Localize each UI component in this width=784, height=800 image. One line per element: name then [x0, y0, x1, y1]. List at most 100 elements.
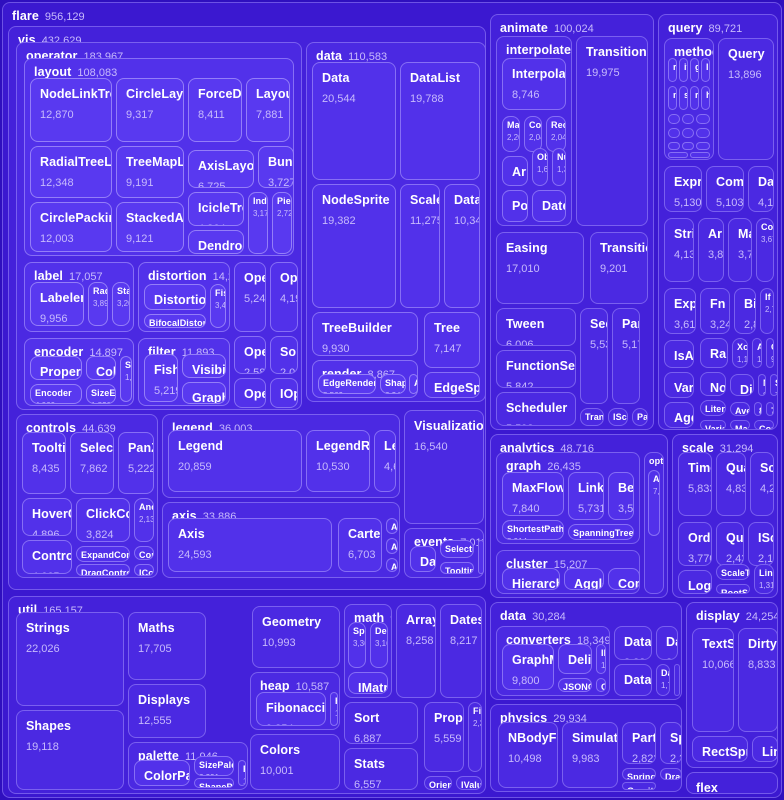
treemap-node-edgesprite[interactable]: EdgeSprite3,301: [424, 372, 480, 398]
treemap-node-cartesianaxes[interactable]: CartesianAxes 6,703: [338, 518, 382, 572]
treemap-node-spring[interactable]: Spring 2,213: [660, 722, 682, 764]
treemap-node-if[interactable]: If 2,732: [760, 288, 774, 334]
treemap-node-datasprite[interactable]: DataSprite 10,349: [444, 184, 480, 308]
treemap-node-displays[interactable]: Displays 12,555: [128, 684, 206, 738]
treemap-node-interpolator[interactable]: Interpolator 8,746: [502, 58, 566, 110]
treemap-node-scale[interactable]: Scale 4,268: [750, 452, 774, 516]
treemap-node-variable[interactable]: Variable1,124: [700, 420, 726, 430]
treemap-node-arithmetic[interactable]: Arithmetic 3,891: [698, 218, 724, 282]
treemap-node-h[interactable]: h: [701, 86, 710, 110]
treemap-node-axisgridline[interactable]: AxisGridLine652: [386, 538, 398, 554]
treemap-node-panzoomcontrol[interactable]: PanZoomControl 5,222: [118, 432, 154, 494]
treemap-node-dateutil[interactable]: DateUtil 4,141: [748, 166, 774, 212]
treemap-node-arrayinterpolator[interactable]: ArrayInterpolator1,983: [502, 156, 528, 186]
treemap-node-clickcontrol[interactable]: ClickControl 3,824: [76, 498, 130, 542]
treemap-node-cell[interactable]: [668, 128, 680, 138]
treemap-node-textsprite[interactable]: TextSprite 10,066: [692, 628, 734, 732]
treemap-node-betweennesscentrality[interactable]: BetweennessCentrality 3,534: [608, 472, 634, 520]
treemap-node-7[interactable]: 7: [766, 402, 774, 416]
treemap-node-dragforce[interactable]: DragForce1,082: [660, 768, 682, 780]
treemap-node-fisheyedistortion[interactable]: FisheyeDistortion 3,444: [210, 284, 226, 328]
treemap-node-cell[interactable]: [690, 152, 710, 158]
treemap-node-shapepalette[interactable]: ShapePalette2,059: [194, 778, 234, 788]
treemap-node-edgerenderer[interactable]: EdgeRenderer 5,569: [318, 374, 376, 394]
treemap-node-objectinterpolator[interactable]: ObjectInterpolator 1,629: [532, 148, 548, 186]
treemap-node-axislabel[interactable]: AxisLabel636: [386, 558, 398, 572]
treemap-node-agglomerativecluster[interactable]: AgglomerativeCluster3,938: [564, 568, 604, 590]
treemap-node-rectsprite[interactable]: RectSprite3,623: [692, 736, 748, 762]
treemap-node-match[interactable]: Match 3,748: [728, 218, 752, 282]
treemap-node-jsonconverter[interactable]: JSONConverter2,220: [558, 678, 592, 692]
treemap-node-distortion[interactable]: Distortion6,314: [144, 284, 206, 310]
treemap-node-shaperenderer[interactable]: ShapeRenderer 2,247: [380, 374, 406, 394]
treemap-node-colorpalette[interactable]: ColorPalette6,367: [134, 760, 190, 786]
treemap-node-operatorsequence[interactable]: OperatorSequence 4,190: [270, 262, 298, 332]
treemap-node-shapes[interactable]: Shapes 19,118: [16, 710, 124, 790]
treemap-node-transition[interactable]: Transition 9,201: [590, 232, 648, 304]
treemap-node-isa[interactable]: IsA2,039: [664, 340, 694, 368]
treemap-node-particle[interactable]: Particle 2,822: [622, 722, 656, 764]
treemap-node-communitystructure[interactable]: CommunityStructure3,812: [608, 568, 640, 590]
treemap-node-axis[interactable]: Axis 24,593: [168, 518, 332, 572]
treemap-node-numberinterpolator[interactable]: NumberInterpolator 1,382: [552, 148, 566, 186]
treemap-node-spanningtree[interactable]: SpanningTree3,416: [568, 524, 634, 540]
treemap-node-graphdistancefilter[interactable]: GraphDistanceFilter3,165: [182, 382, 226, 404]
treemap-node-densematrix[interactable]: DenseMatrix 3,165: [370, 622, 388, 668]
treemap-node-icicletreelayout[interactable]: IcicleTreeLayout 4,864: [188, 192, 244, 226]
treemap-node-legenditem[interactable]: LegendItem 4,614: [374, 430, 396, 492]
treemap-node-circlelayout[interactable]: CircleLayout 9,317: [116, 78, 184, 142]
treemap-node-simulation[interactable]: Simulation 9,983: [562, 722, 618, 788]
treemap-node-treebuilder[interactable]: TreeBuilder 9,930: [312, 312, 418, 356]
treemap-node-ioperator[interactable]: IOperator1,286: [270, 378, 298, 408]
treemap-node-rootscale[interactable]: RootScale1,756: [716, 584, 750, 594]
treemap-node-cell[interactable]: [696, 142, 710, 150]
treemap-node-fn[interactable]: Fn 3,240: [700, 288, 730, 334]
treemap-node-dateinterpolator[interactable]: DateInterpolator 1,375: [532, 190, 566, 222]
treemap-node-selectioncontrol[interactable]: SelectionControl 7,862: [70, 432, 114, 494]
treemap-node-dragcontrol[interactable]: DragControl2,649: [76, 564, 130, 576]
treemap-node-visualization[interactable]: Visualization 16,540: [404, 410, 484, 524]
treemap-node-axislayout[interactable]: AxisLayout 6,725: [188, 150, 254, 188]
treemap-node-stackedarealabeler[interactable]: StackedAreaLabeler 3,202: [112, 282, 130, 326]
treemap-node-flex[interactable]: flex4,116: [686, 772, 778, 794]
treemap-node-arrays[interactable]: Arrays 8,258: [396, 604, 436, 698]
treemap-node-pause[interactable]: Pause449: [632, 408, 648, 426]
treemap-node-datasource[interactable]: DataSource 3,331: [614, 626, 652, 660]
treemap-node-minimum[interactable]: Minimum843: [758, 374, 766, 396]
treemap-node-distinct[interactable]: Distinct933: [730, 374, 754, 396]
treemap-node-cell[interactable]: [696, 114, 710, 124]
treemap-node-nodelinktreelayout[interactable]: NodeLinkTreeLayout 12,870: [30, 78, 112, 142]
treemap-node-nbodyforce[interactable]: NBodyForce 10,498: [498, 722, 558, 788]
treemap-node-maximum[interactable]: Maximum843: [730, 420, 750, 430]
treemap-node-idataconverter[interactable]: IDataConverter1,314: [596, 644, 606, 674]
treemap-node-expressioniterator[interactable]: ExpressionIterator 3,617: [664, 288, 696, 334]
treemap-node-stackedarealayout[interactable]: StackedAreaLayout 9,121: [116, 202, 184, 252]
treemap-node-selectionevent[interactable]: SelectionEvent 1,880: [440, 540, 474, 558]
treemap-node-transitioner[interactable]: Transitioner 19,975: [576, 36, 648, 226]
treemap-node-arrowtype[interactable]: ArrowType698: [409, 374, 418, 394]
treemap-node-compositeexpression[interactable]: CompositeExpression 3,677: [756, 218, 774, 282]
treemap-node-cell[interactable]: [682, 128, 694, 138]
treemap-node-expression[interactable]: Expression 5,130: [664, 166, 702, 212]
treemap-node-radiallabeler[interactable]: RadialLabeler 3,899: [88, 282, 108, 326]
treemap-node-graphmlconverter[interactable]: GraphMLConverter 9,800: [502, 644, 554, 690]
treemap-node-cell[interactable]: [668, 114, 680, 124]
treemap-node-propertyencoder[interactable]: PropertyEncoder4,138: [30, 356, 82, 380]
treemap-node-palette[interactable]: Palette1,229: [238, 760, 246, 786]
treemap-node-cell[interactable]: [696, 128, 710, 138]
treemap-node-icontrol[interactable]: IControl763: [134, 564, 154, 576]
treemap-node-labeler[interactable]: Labeler 9,956: [30, 282, 84, 326]
treemap-node-range[interactable]: Range1,594: [700, 338, 728, 368]
treemap-node-linearscale[interactable]: LinearScale 1,316: [754, 564, 774, 594]
treemap-node-strings[interactable]: Strings 22,026: [16, 612, 124, 706]
treemap-node-tween[interactable]: Tween 6,006: [496, 308, 576, 346]
treemap-node-legendrange[interactable]: LegendRange 10,530: [306, 430, 370, 492]
treemap-node-geometry[interactable]: Geometry 10,993: [252, 606, 340, 668]
treemap-node-cell[interactable]: [668, 142, 680, 150]
treemap-node-count[interactable]: Count781: [754, 420, 774, 430]
treemap-node-iscalemap[interactable]: IScaleMap2,105: [748, 522, 774, 566]
treemap-node-orientation[interactable]: Orientation1,486: [424, 776, 452, 790]
treemap-node-datafield[interactable]: DataField 1,759: [656, 664, 670, 696]
treemap-node-nodesprite[interactable]: NodeSprite 19,382: [312, 184, 396, 308]
treemap-node-comparison[interactable]: Comparison 5,103: [706, 166, 744, 212]
